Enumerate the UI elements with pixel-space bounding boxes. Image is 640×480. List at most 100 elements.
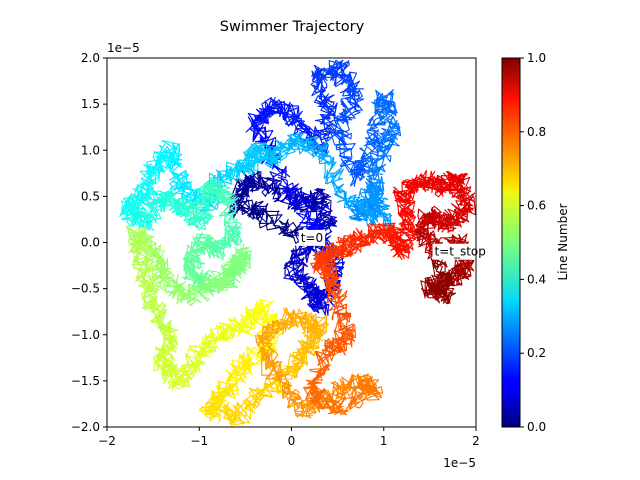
trajectory-segment <box>327 312 357 356</box>
trajectory-segment <box>152 352 188 386</box>
trajectory-segment <box>244 328 283 365</box>
trajectory-segment <box>340 154 374 188</box>
trajectory-segment <box>119 190 149 219</box>
trajectory-segment <box>322 59 358 94</box>
x-tick-label: 1 <box>380 434 388 448</box>
colorbar-axis: 0.0 0.2 0.4 0.6 0.8 1.0 <box>520 51 546 434</box>
trajectory-segment <box>353 222 389 249</box>
trajectory-segment <box>333 372 375 397</box>
trajectory-segment <box>153 272 199 307</box>
colorbar-tick-label: 0.8 <box>527 125 546 139</box>
annotation: t=t_stop <box>434 245 485 259</box>
trajectory-segment <box>186 333 224 365</box>
x-offset-text: 1e−5 <box>443 456 476 470</box>
trajectory-segment <box>437 202 472 233</box>
y-tick-label: 0.0 <box>81 236 100 250</box>
trajectory-segment <box>198 393 234 424</box>
trajectory-segment <box>360 195 393 232</box>
trajectory-segment <box>283 259 317 293</box>
y-tick-label: −1.0 <box>71 328 100 342</box>
y-tick-label: −2.0 <box>71 420 100 434</box>
colorbar-tick-label: 0.4 <box>527 272 546 286</box>
trajectory-segment <box>252 124 291 179</box>
annotation-bg <box>298 229 326 246</box>
trajectory-segment <box>125 225 152 274</box>
y-tick-label: 2.0 <box>81 51 100 65</box>
trajectory-segment <box>143 146 176 184</box>
trajectory-segment <box>243 141 276 165</box>
trajectory-segment <box>261 347 293 401</box>
trajectory-segment <box>184 271 238 305</box>
trajectory-segment <box>370 222 405 246</box>
trajectory-segment <box>297 324 325 364</box>
trajectory-segment <box>168 353 206 391</box>
trajectory-segment <box>271 307 308 335</box>
trajectory-segment <box>423 205 454 232</box>
trajectory-segment <box>277 168 323 238</box>
trajectory-segment <box>157 192 191 216</box>
trajectory-segment <box>427 245 457 305</box>
colorbar <box>501 57 521 428</box>
trajectory-segment <box>144 244 174 288</box>
trajectory-segment <box>312 336 346 382</box>
x-tick-label: −1 <box>190 434 208 448</box>
trajectory-segment <box>359 108 388 166</box>
x-axis: −2 −1 0 1 2 <box>98 427 480 448</box>
colorbar-tick-label: 0.6 <box>527 199 546 213</box>
trajectory <box>119 59 476 427</box>
trajectory-segment <box>292 312 330 342</box>
trajectory-segment <box>392 185 416 226</box>
trajectory-segment <box>319 239 354 263</box>
trajectory-segment <box>253 206 305 245</box>
trajectory-segment <box>395 210 419 254</box>
trajectory-segment <box>209 318 249 343</box>
annotations: t=0 t=t_stop <box>298 229 488 260</box>
trajectory-segment <box>218 246 251 289</box>
trajectory-segment <box>281 385 322 419</box>
trajectory-segment <box>224 352 262 393</box>
trajectory-segment <box>289 189 325 213</box>
x-tick-label: 0 <box>288 434 296 448</box>
trajectory-segment <box>300 136 343 185</box>
x-tick-label: 2 <box>472 434 480 448</box>
trajectory-segment <box>364 143 392 196</box>
trajectory-segment <box>205 374 242 411</box>
trajectory-segment <box>355 177 389 211</box>
trajectory-segment <box>134 256 162 310</box>
trajectory-segment <box>309 188 337 229</box>
y-tick-label: 1.0 <box>81 143 100 157</box>
trajectory-segment <box>348 376 384 409</box>
trajectory-segment <box>154 327 179 366</box>
y-axis: −2.0 −1.5 −1.0 −0.5 0.0 0.5 1.0 1.5 2.0 <box>71 51 107 434</box>
y-tick-label: −1.5 <box>71 374 100 388</box>
trajectory-segment <box>274 131 315 156</box>
y-tick-label: 1.5 <box>81 97 100 111</box>
trajectory-segment <box>303 367 330 410</box>
trajectory-segment <box>327 108 356 168</box>
colorbar-tick-label: 1.0 <box>527 51 546 65</box>
y-tick-label: −0.5 <box>71 282 100 296</box>
trajectory-segment <box>314 391 364 416</box>
trajectory-segment <box>208 229 242 261</box>
trajectory-segment <box>371 89 398 120</box>
colorbar-label: Line Number <box>556 203 570 280</box>
annotation-bg <box>432 243 488 260</box>
trajectory-segment <box>181 236 208 282</box>
trajectory-segment <box>313 80 338 133</box>
trajectory-segment <box>175 200 212 231</box>
trajectory-segment <box>329 168 374 223</box>
trajectory-segment <box>121 201 155 231</box>
trajectory-segment <box>336 78 365 124</box>
trajectory-segment <box>205 178 237 206</box>
trajectory-segment <box>217 195 243 246</box>
trajectory-segment <box>229 149 262 181</box>
trajectory-segment <box>418 170 453 198</box>
trajectory-segment <box>132 168 160 207</box>
trajectory-segment <box>168 169 207 208</box>
trajectory-segment <box>233 303 269 338</box>
x-tick-label: −2 <box>98 434 116 448</box>
annotation: t=0 <box>301 231 323 245</box>
colorbar-tick-label: 0.0 <box>527 420 546 434</box>
y-tick-label: 0.5 <box>81 189 100 203</box>
